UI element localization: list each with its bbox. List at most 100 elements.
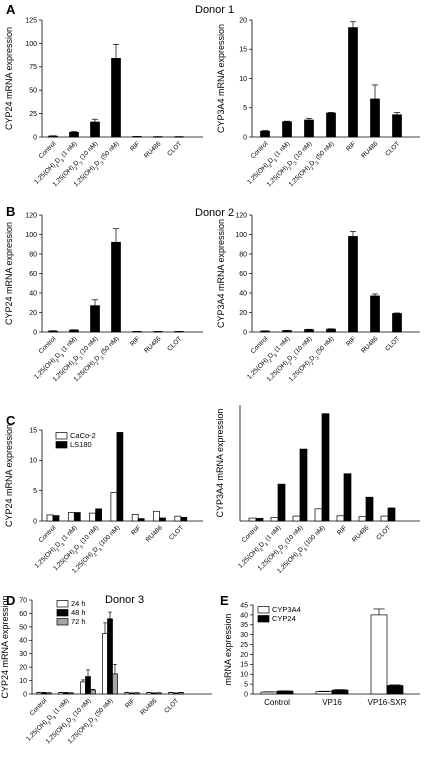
bar [326,328,336,333]
bar [387,507,396,522]
y-tick-label: 20 [240,652,248,659]
y-tick-label: 30 [19,651,27,658]
y-tick-label: 100 [25,232,37,239]
donor-label-3: Donor 3 [105,594,144,606]
x-tick-label: RIF [129,335,141,347]
y-tick-label: 60 [19,611,27,618]
x-tick-label: RIF [124,697,136,709]
y-tick-label: 40 [19,638,27,645]
x-tick-label: Control [38,140,58,160]
bar [260,691,278,695]
bar [111,241,121,333]
bar [365,496,374,522]
y-tick-label: 10 [19,678,27,685]
legend-swatch [55,441,68,449]
bar [110,492,118,522]
bar [370,98,380,138]
x-tick-label: RU486 [143,335,163,355]
y-tick-label: 5 [244,682,248,689]
bar [46,514,54,522]
legend-label: CYP3A4 [272,605,301,614]
bar [102,633,108,695]
bar [168,692,174,695]
y-tick-label: 10 [29,458,37,465]
bar [67,512,75,522]
y-axis-label: CYP24 mRNA expression [0,595,10,698]
bar [178,692,184,695]
legend-label: CYP24 [272,614,296,623]
bar [85,676,91,695]
x-tick-label: RU486 [145,524,165,544]
x-tick-label: RU486 [143,140,163,160]
bar [112,673,118,695]
bar [159,517,166,522]
bar [304,329,314,333]
legend-label: 72 h [71,617,86,626]
x-tick-label: RU486 [360,335,380,355]
y-tick-label: 60 [239,271,247,278]
bar [380,515,389,522]
y-tick-label: 40 [29,290,37,297]
y-axis-label: CYP24 mRNA expression [4,222,14,325]
bar [63,692,69,695]
bar [326,112,336,138]
bar [173,692,179,695]
bar [386,685,404,695]
bar [299,448,308,522]
donor-label-2: Donor 2 [195,207,234,219]
legend-swatch [56,618,69,626]
y-axis-label: CYP3A4 mRNA expression [216,24,226,133]
y-tick-label: 40 [239,290,247,297]
x-tick-label: Control [38,335,58,355]
y-tick-label: 60 [29,271,37,278]
bar [68,692,74,695]
y-axis-label: CYP3A4 mRNA expression [215,408,225,517]
y-tick-label: 0 [244,691,248,698]
legend-swatch [257,606,270,614]
bar [255,518,264,522]
y-tick-label: 20 [29,310,37,317]
x-tick-label: CLOT [384,335,401,352]
bar [111,58,121,138]
y-tick-label: 50 [19,624,27,631]
y-tick-label: 0 [33,518,37,525]
x-tick-label: Control [29,697,49,717]
panel-label-d: D [6,593,15,608]
bar [180,517,188,522]
bar [95,508,102,522]
bar [69,329,79,333]
bar [69,131,79,138]
bar [276,690,294,695]
bar [282,330,292,333]
y-tick-label: 25 [29,111,37,118]
y-tick-label: 70 [19,597,27,604]
x-tick-label: CLOT [384,140,401,157]
bar [370,295,380,333]
x-tick-label: CLOT [166,140,183,157]
bar [336,515,345,522]
x-tick-label: RIF [345,140,357,152]
y-tick-label: 80 [29,251,37,258]
bar [137,518,145,522]
y-tick-label: 120 [25,212,37,219]
x-tick-label: CLOT [166,335,183,352]
panel-label-e: E [220,593,229,608]
bar [58,692,64,695]
legend-label: 24 h [71,599,86,608]
legend-swatch [55,432,68,440]
y-tick-label: 120 [235,212,247,219]
bar [107,618,113,695]
x-tick-label: Control [264,698,290,707]
bar [90,689,96,695]
y-tick-label: 20 [19,665,27,672]
x-tick-label: RIF [130,524,142,536]
legend-label: CaCo-2 [70,431,96,440]
y-tick-label: 20 [239,310,247,317]
legend-swatch [56,609,69,617]
bar [153,510,160,522]
y-tick-label: 15 [240,662,248,669]
bar [331,689,349,695]
